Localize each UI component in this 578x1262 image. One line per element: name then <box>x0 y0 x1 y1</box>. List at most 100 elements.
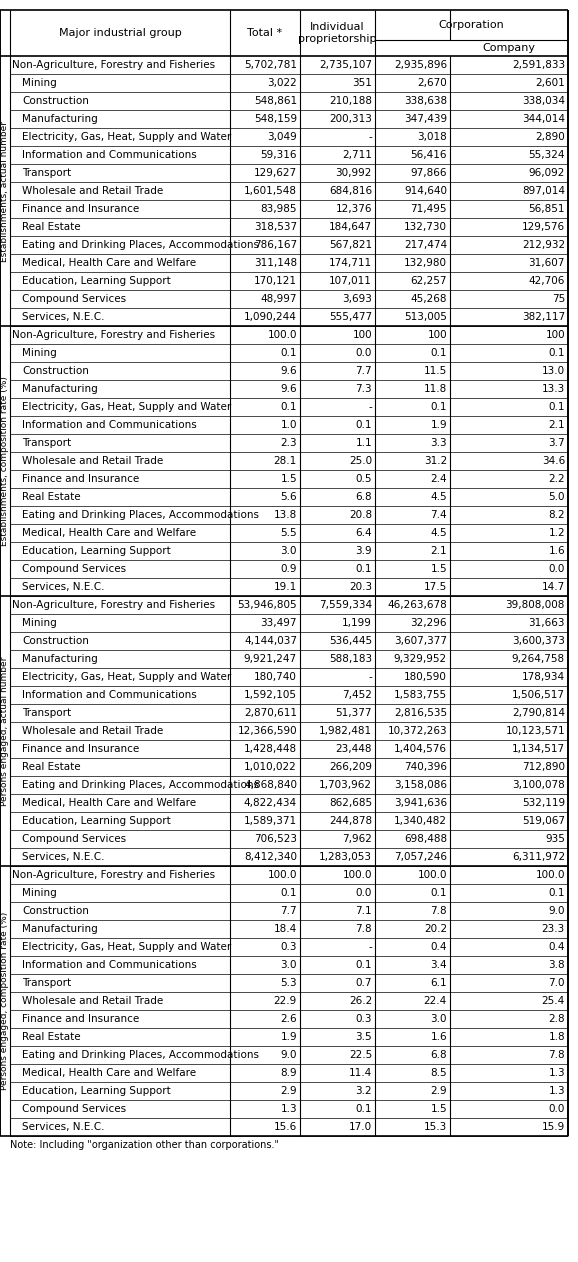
Text: Transport: Transport <box>22 438 71 448</box>
Text: 2.8: 2.8 <box>549 1013 565 1023</box>
Text: Manufacturing: Manufacturing <box>22 114 98 124</box>
Text: 338,638: 338,638 <box>404 96 447 106</box>
Text: Education, Learning Support: Education, Learning Support <box>22 1087 171 1095</box>
Text: Services, N.E.C.: Services, N.E.C. <box>22 312 105 322</box>
Text: 0.5: 0.5 <box>355 475 372 485</box>
Text: 0.7: 0.7 <box>355 978 372 988</box>
Text: 22.4: 22.4 <box>424 996 447 1006</box>
Text: Medical, Health Care and Welfare: Medical, Health Care and Welfare <box>22 798 196 808</box>
Text: 3.0: 3.0 <box>280 546 297 557</box>
Text: Individual
proprietorship: Individual proprietorship <box>298 23 377 44</box>
Text: 6.8: 6.8 <box>355 492 372 502</box>
Text: 4,144,037: 4,144,037 <box>244 636 297 646</box>
Text: 2,870,611: 2,870,611 <box>244 708 297 718</box>
Text: Construction: Construction <box>22 636 89 646</box>
Text: Eating and Drinking Places, Accommodations: Eating and Drinking Places, Accommodatio… <box>22 780 259 790</box>
Text: 0.1: 0.1 <box>355 1104 372 1114</box>
Text: Services, N.E.C.: Services, N.E.C. <box>22 852 105 862</box>
Text: 0.1: 0.1 <box>280 403 297 411</box>
Text: 5.3: 5.3 <box>280 978 297 988</box>
Text: 20.8: 20.8 <box>349 510 372 520</box>
Text: 2,711: 2,711 <box>342 150 372 160</box>
Text: 1,589,371: 1,589,371 <box>244 817 297 827</box>
Text: 3,941,636: 3,941,636 <box>394 798 447 808</box>
Text: 56,416: 56,416 <box>410 150 447 160</box>
Text: Transport: Transport <box>22 168 71 178</box>
Text: 25.0: 25.0 <box>349 456 372 466</box>
Text: 23,448: 23,448 <box>335 745 372 753</box>
Text: 15.3: 15.3 <box>424 1122 447 1132</box>
Text: 5,702,781: 5,702,781 <box>244 61 297 69</box>
Text: Education, Learning Support: Education, Learning Support <box>22 546 171 557</box>
Text: 9.0: 9.0 <box>549 906 565 916</box>
Text: 347,439: 347,439 <box>404 114 447 124</box>
Text: Mining: Mining <box>22 348 57 358</box>
Text: 532,119: 532,119 <box>522 798 565 808</box>
Text: 786,167: 786,167 <box>254 240 297 250</box>
Text: 2,601: 2,601 <box>535 78 565 88</box>
Text: Electricity, Gas, Heat, Supply and Water: Electricity, Gas, Heat, Supply and Water <box>22 133 231 143</box>
Text: 698,488: 698,488 <box>404 834 447 844</box>
Text: 15.6: 15.6 <box>274 1122 297 1132</box>
Text: Education, Learning Support: Education, Learning Support <box>22 276 171 286</box>
Text: 3.2: 3.2 <box>355 1087 372 1095</box>
Text: Real Estate: Real Estate <box>22 762 80 772</box>
Text: 311,148: 311,148 <box>254 257 297 268</box>
Text: 8.5: 8.5 <box>431 1068 447 1078</box>
Text: 0.1: 0.1 <box>431 403 447 411</box>
Text: 2,790,814: 2,790,814 <box>512 708 565 718</box>
Text: 3,022: 3,022 <box>267 78 297 88</box>
Text: 1.5: 1.5 <box>280 475 297 485</box>
Text: 100.0: 100.0 <box>268 870 297 880</box>
Text: 0.1: 0.1 <box>549 403 565 411</box>
Text: Mining: Mining <box>22 888 57 899</box>
Text: 1.8: 1.8 <box>549 1032 565 1042</box>
Text: 2,670: 2,670 <box>417 78 447 88</box>
Text: 34.6: 34.6 <box>542 456 565 466</box>
Text: 17.5: 17.5 <box>424 582 447 592</box>
Text: 6.8: 6.8 <box>431 1050 447 1060</box>
Text: Eating and Drinking Places, Accommodations: Eating and Drinking Places, Accommodatio… <box>22 510 259 520</box>
Text: Real Estate: Real Estate <box>22 222 80 232</box>
Text: 22.5: 22.5 <box>349 1050 372 1060</box>
Text: 42,706: 42,706 <box>529 276 565 286</box>
Text: -: - <box>368 133 372 143</box>
Text: 9,264,758: 9,264,758 <box>512 654 565 664</box>
Text: 200,313: 200,313 <box>329 114 372 124</box>
Text: Establishments, composition rate (%): Establishments, composition rate (%) <box>1 376 9 546</box>
Text: Services, N.E.C.: Services, N.E.C. <box>22 582 105 592</box>
Text: Construction: Construction <box>22 366 89 376</box>
Text: 23.3: 23.3 <box>542 924 565 934</box>
Text: 100: 100 <box>427 329 447 339</box>
Text: 2.9: 2.9 <box>431 1087 447 1095</box>
Text: Education, Learning Support: Education, Learning Support <box>22 817 171 827</box>
Text: 1.6: 1.6 <box>549 546 565 557</box>
Text: 0.0: 0.0 <box>549 564 565 574</box>
Text: 3.5: 3.5 <box>355 1032 372 1042</box>
Text: 33,497: 33,497 <box>261 618 297 628</box>
Text: 1.5: 1.5 <box>431 564 447 574</box>
Text: 2,591,833: 2,591,833 <box>512 61 565 69</box>
Text: -: - <box>368 403 372 411</box>
Text: 39,808,008: 39,808,008 <box>506 599 565 610</box>
Text: Corporation: Corporation <box>439 20 505 30</box>
Text: Wholesale and Retail Trade: Wholesale and Retail Trade <box>22 726 163 736</box>
Text: 1.6: 1.6 <box>431 1032 447 1042</box>
Text: Compound Services: Compound Services <box>22 834 126 844</box>
Text: 22.9: 22.9 <box>274 996 297 1006</box>
Text: 51,377: 51,377 <box>335 708 372 718</box>
Text: 1,134,517: 1,134,517 <box>512 745 565 753</box>
Text: 914,640: 914,640 <box>404 186 447 196</box>
Text: 129,576: 129,576 <box>522 222 565 232</box>
Text: 1.2: 1.2 <box>549 528 565 538</box>
Text: 210,188: 210,188 <box>329 96 372 106</box>
Text: 1.3: 1.3 <box>549 1087 565 1095</box>
Text: 174,711: 174,711 <box>329 257 372 268</box>
Text: 3.0: 3.0 <box>431 1013 447 1023</box>
Text: 7.7: 7.7 <box>280 906 297 916</box>
Text: 897,014: 897,014 <box>522 186 565 196</box>
Text: 9,921,247: 9,921,247 <box>244 654 297 664</box>
Text: 132,730: 132,730 <box>404 222 447 232</box>
Text: Compound Services: Compound Services <box>22 1104 126 1114</box>
Text: 132,980: 132,980 <box>404 257 447 268</box>
